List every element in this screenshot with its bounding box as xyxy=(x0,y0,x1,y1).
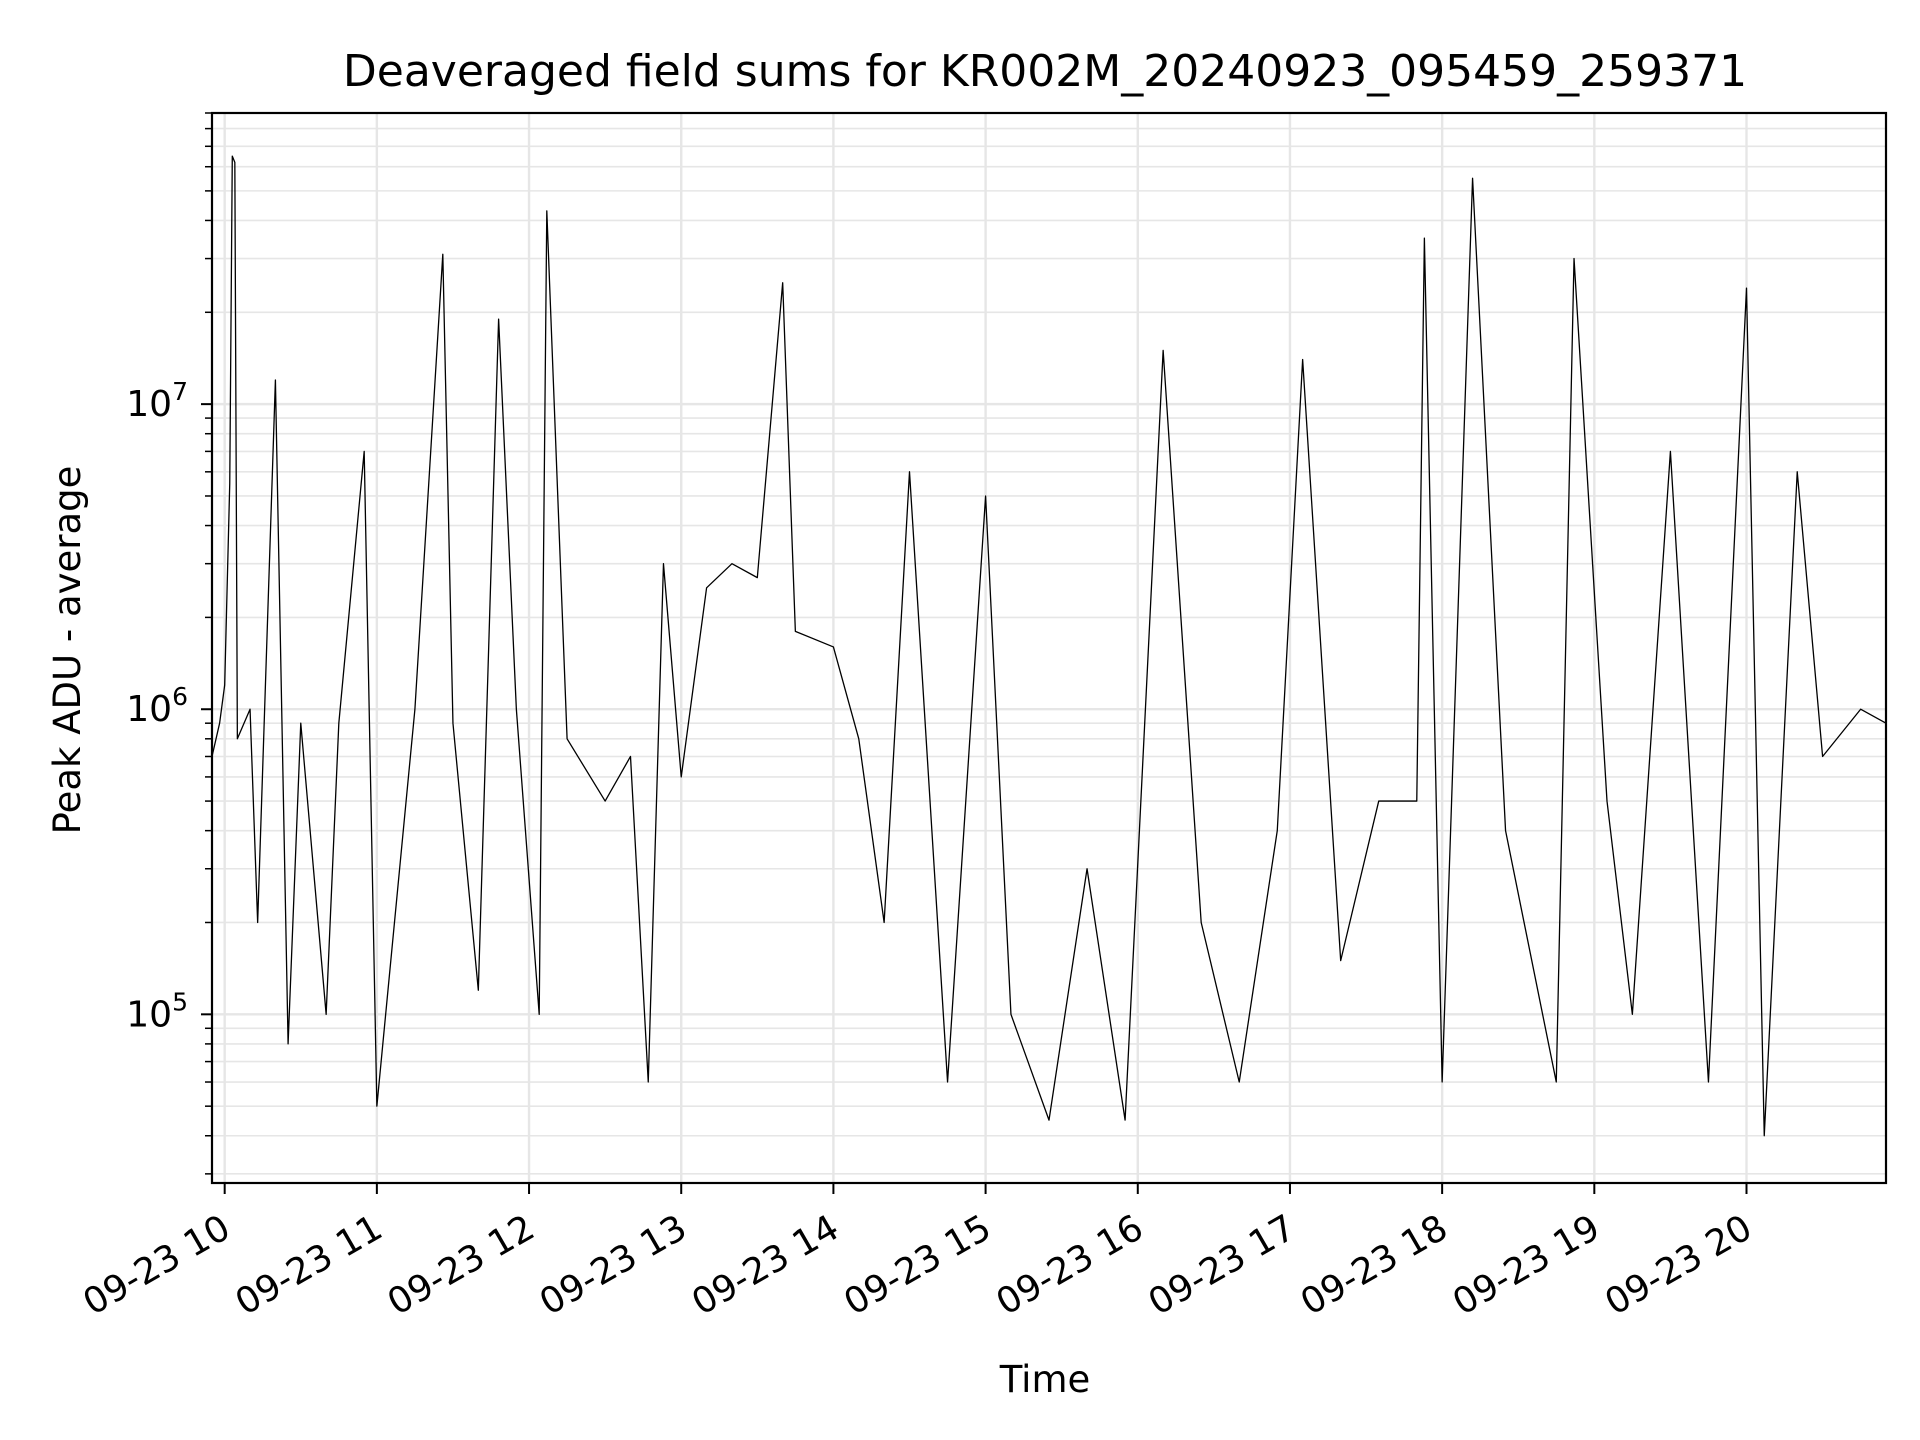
series-line-0 xyxy=(211,155,1887,1137)
y-tick-label: 105 xyxy=(126,987,188,1035)
y-tick-label-base: 10 xyxy=(126,689,172,730)
grid-lines xyxy=(212,112,1886,1183)
x-axis-label: Time xyxy=(999,1358,1091,1401)
y-tick-label-base: 10 xyxy=(126,994,172,1035)
y-tick-label-base: 10 xyxy=(126,384,172,425)
series-layer xyxy=(211,155,1887,1137)
y-tick-label: 107 xyxy=(126,377,188,425)
y-tick-label-exponent: 5 xyxy=(172,987,188,1016)
chart-title: Deaveraged field sums for KR002M_2024092… xyxy=(343,46,1747,97)
y-tick-label: 106 xyxy=(126,682,188,730)
y-axis-label: Peak ADU - average xyxy=(46,466,89,835)
plot-frame xyxy=(210,111,1888,1185)
y-tick-label-exponent: 6 xyxy=(172,682,188,711)
y-tick-label-exponent: 7 xyxy=(172,377,188,406)
